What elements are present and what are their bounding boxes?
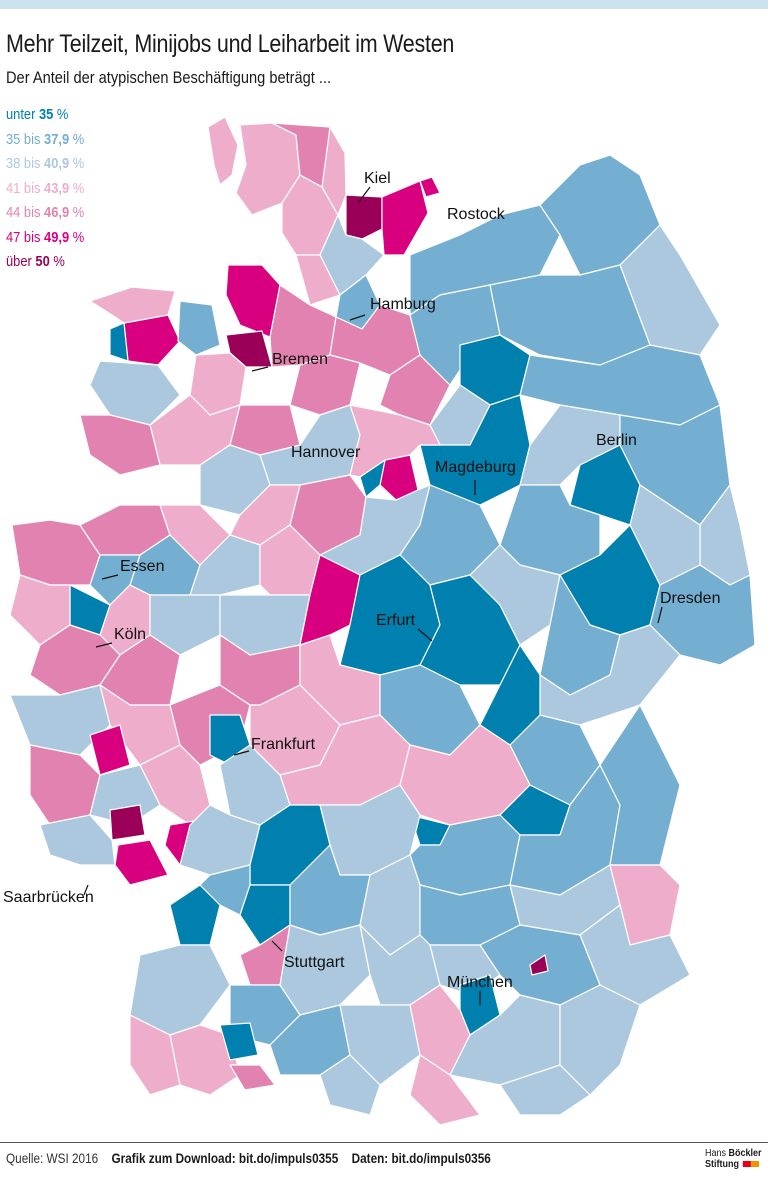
region	[109, 804, 146, 841]
hans-boeckler-logo: Hans Böckler Stiftung	[705, 1148, 762, 1170]
logo-red-square-icon	[742, 1161, 751, 1168]
region	[207, 116, 239, 186]
legend-item-under-35: unter 35 %	[6, 106, 69, 123]
city-label-essen: Essen	[120, 558, 164, 575]
city-label-koeln: Köln	[114, 626, 146, 643]
data-link[interactable]: Daten: bit.do/impuls0356	[351, 1150, 491, 1166]
top-band	[0, 0, 768, 9]
city-label-dresden: Dresden	[660, 590, 720, 607]
legend-item-over-50: über 50 %	[6, 253, 65, 270]
region	[39, 814, 116, 866]
legend-item-47-49-9: 47 bis 49,9 %	[6, 228, 85, 246]
region	[649, 564, 756, 666]
legend-item-35-37-9: 35 bis 37,9 %	[6, 130, 85, 148]
region	[169, 884, 221, 946]
city-label-bremen: Bremen	[272, 351, 328, 368]
city-label-berlin: Berlin	[596, 432, 637, 449]
download-link[interactable]: Grafik zum Download: bit.do/impuls0355	[111, 1150, 339, 1166]
region	[29, 744, 101, 826]
source-text: Quelle: WSI 2016	[6, 1150, 99, 1166]
region	[469, 544, 561, 646]
city-label-muenchen: München	[447, 974, 513, 991]
region	[129, 1014, 181, 1096]
city-label-hannover: Hannover	[291, 444, 361, 461]
region	[345, 194, 383, 240]
germany-choropleth-map: Kiel Rostock Hamburg Bremen Hannover Mag…	[3, 116, 756, 1126]
footer-divider	[0, 1142, 768, 1143]
legend-item-38-40-9: 38 bis 40,9 %	[6, 155, 85, 172]
region	[419, 176, 441, 198]
chart-title: Mehr Teilzeit, Minijobs und Leiharbeit i…	[6, 30, 455, 58]
region	[229, 1064, 276, 1091]
region	[123, 314, 181, 366]
city-label-rostock: Rostock	[447, 206, 506, 223]
legend-item-44-46-9: 44 bis 46,9 %	[6, 204, 85, 221]
city-label-magdeburg: Magdeburg	[435, 459, 516, 476]
city-label-stuttgart: Stuttgart	[284, 954, 345, 971]
city-label-saarbruecken: Saarbrücken	[3, 889, 94, 906]
city-label-hamburg: Hamburg	[370, 296, 436, 313]
region	[114, 839, 169, 886]
region	[319, 1054, 381, 1116]
region	[89, 286, 176, 324]
chart-subtitle: Der Anteil der atypischen Beschäftigung …	[6, 68, 332, 87]
city-label-erfurt: Erfurt	[376, 612, 416, 629]
legend: unter 35 % 35 bis 37,9 % 38 bis 40,9 % 4…	[6, 106, 97, 278]
region	[109, 322, 129, 362]
region	[529, 954, 549, 976]
region	[79, 414, 161, 476]
city-label-kiel: Kiel	[364, 170, 391, 187]
logo-orange-square-icon	[750, 1161, 759, 1168]
region	[219, 1022, 259, 1061]
legend-item-41-43-9: 41 bis 43,9 %	[6, 179, 85, 197]
region	[499, 1064, 591, 1116]
region	[225, 330, 273, 368]
region	[149, 394, 241, 466]
region	[349, 404, 441, 478]
region	[409, 1054, 481, 1126]
region	[381, 180, 429, 256]
region	[177, 300, 221, 356]
footer: Quelle: WSI 2016 Grafik zum Download: bi…	[6, 1150, 491, 1166]
region	[89, 764, 161, 826]
region	[321, 126, 347, 216]
city-label-frankfurt: Frankfurt	[251, 736, 316, 753]
region	[89, 724, 131, 776]
region	[129, 944, 231, 1036]
